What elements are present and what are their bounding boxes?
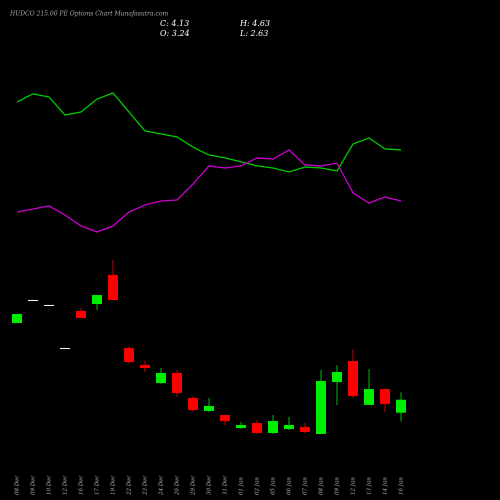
x-tick-label: 17 Dec [95, 476, 101, 496]
x-tick-label: 16 Jan [399, 477, 405, 495]
x-tick-label: 01 Jan [239, 477, 245, 495]
candle-body [268, 421, 278, 433]
x-tick-label: 06 Jan [287, 477, 293, 495]
candle-body [316, 381, 326, 435]
x-tick-label: 12 Jan [351, 477, 357, 495]
candle-body [300, 427, 310, 432]
candle-body [332, 371, 342, 383]
x-tick-label: 23 Dec [143, 476, 149, 497]
x-tick-label: 16 Dec [79, 476, 85, 496]
candle-body [364, 389, 374, 405]
candle-body [28, 299, 38, 301]
ohlc-low: L: 2.63 [239, 29, 268, 38]
x-tick-label: 02 Jan [255, 477, 261, 495]
candle-body [76, 310, 86, 318]
candle-body [188, 397, 198, 411]
x-tick-label: 13 Jan [367, 477, 373, 495]
x-tick-label: 29 Dec [191, 476, 197, 497]
candle-body [284, 424, 294, 430]
candle-body [380, 389, 390, 404]
candle-body [204, 405, 214, 411]
x-tick-label: 22 Dec [127, 476, 133, 497]
x-tick-label: 14 Jan [383, 477, 389, 495]
candle-body [44, 304, 54, 306]
candle-body [396, 399, 406, 413]
chart-title: HUDCO 215.00 PE Options Chart Munafasutr… [9, 11, 168, 18]
x-tick-label: 30 Dec [207, 476, 213, 496]
ohlc-close: C: 4.13 [160, 19, 189, 28]
x-tick-label: 07 Jan [303, 477, 309, 495]
x-tick-label: 05 Jan [271, 477, 277, 495]
series-line [16, 149, 402, 233]
candle-body [252, 423, 262, 433]
x-tick-label: 26 Dec [175, 476, 181, 497]
x-tick-label: 09 Dec [31, 476, 37, 496]
x-tick-label: 24 Dec [159, 476, 165, 497]
x-tick-label: 09 Jan [335, 477, 341, 495]
candle-body [92, 295, 102, 305]
x-tick-label: 08 Jan [319, 477, 325, 495]
x-tick-label: 19 Dec [111, 476, 117, 496]
ohlc-high: H: 4.63 [239, 19, 270, 28]
series-line [16, 92, 402, 173]
x-tick-label: 08 Dec [15, 476, 21, 496]
candle-body [140, 364, 150, 369]
candle-body [172, 372, 182, 393]
candle-body [60, 348, 70, 350]
x-tick-label: 12 Dec [63, 476, 69, 496]
candle-body [236, 424, 246, 429]
candle-body [156, 372, 166, 384]
x-tick-label: 10 Dec [47, 476, 53, 496]
candle-body [124, 348, 134, 363]
candle-body [348, 361, 358, 397]
candle-body [12, 314, 22, 324]
candle-body [108, 275, 118, 300]
ohlc-open: O: 3.24 [160, 29, 190, 38]
x-tick-label: 31 Dec [223, 476, 229, 496]
candle-body [220, 415, 230, 422]
